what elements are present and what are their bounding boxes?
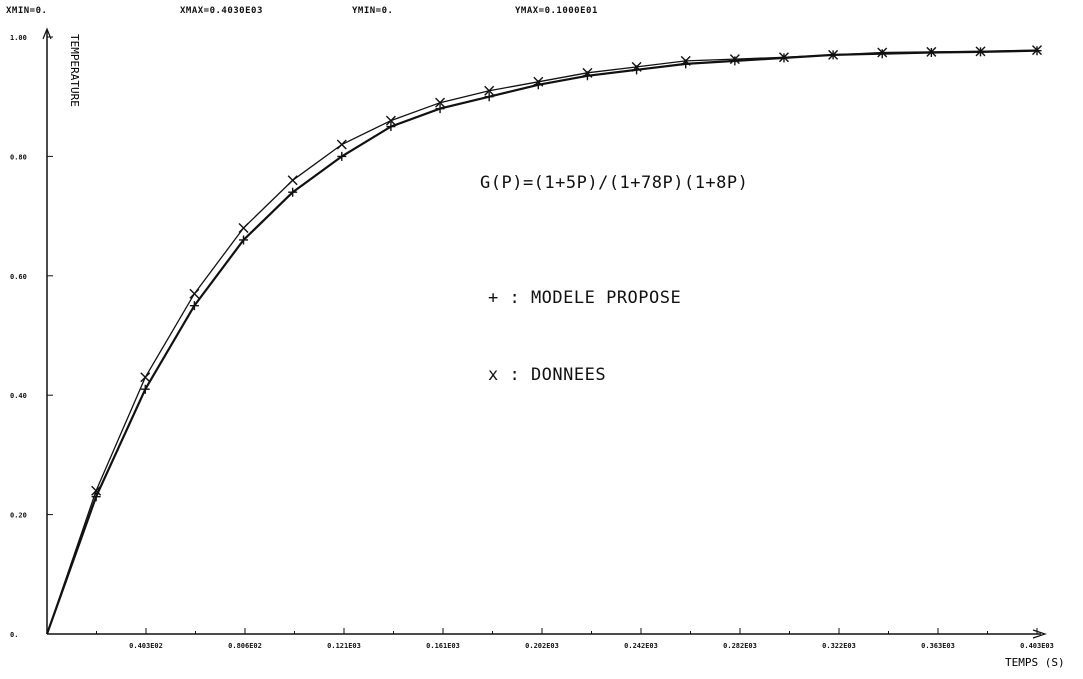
point-x: [189, 288, 200, 299]
point-plus: [730, 56, 740, 66]
point-x: [975, 46, 986, 57]
x-tick-label: 0.242E03: [624, 642, 658, 650]
point-x: [238, 223, 249, 234]
point-x: [91, 485, 102, 496]
point-x: [435, 97, 446, 108]
header-xmax: XMAX=0.4030E03: [180, 6, 263, 16]
point-x: [336, 139, 347, 150]
y-axis-title: TEMPERATURE: [68, 34, 81, 107]
x-tick-label: 0.322E03: [822, 642, 856, 650]
point-plus: [435, 104, 445, 114]
series-line-donnees: [46, 49, 1038, 635]
y-tick-label: 1.00: [10, 34, 27, 42]
header-ymin: YMIN=0.: [352, 6, 394, 16]
point-x: [778, 52, 789, 63]
point-x: [385, 115, 396, 126]
point-plus: [484, 92, 494, 102]
x-tick-label: 0.403E03: [1020, 642, 1054, 650]
point-plus: [140, 384, 150, 394]
point-plus: [91, 492, 101, 502]
x-axis-title: TEMPS (S): [1005, 656, 1065, 669]
x-tick-label: 0.282E03: [723, 642, 757, 650]
x-tick-label: 0.363E03: [921, 642, 955, 650]
transfer-function-label: G(P)=(1+5P)/(1+78P)(1+8P): [480, 173, 749, 193]
ticks: 0.403E02 0.806E02 0.121E03 0.161E03 0.202E03…: [10, 34, 1054, 650]
point-plus: [337, 151, 347, 161]
point-x: [533, 76, 544, 87]
point-x: [1032, 45, 1042, 56]
point-plus: [189, 301, 199, 311]
x-tick-label: 0.403E02: [129, 642, 163, 650]
point-x: [140, 372, 151, 383]
point-x: [729, 54, 740, 65]
x-tick-label: 0.121E03: [327, 642, 361, 650]
y-tick-label: 0.20: [10, 512, 27, 520]
header-xmin: XMIN=0.: [6, 6, 48, 16]
y-tick-label: 0.40: [10, 392, 27, 400]
legend-data: x : DONNEES: [488, 365, 607, 385]
point-x: [484, 85, 495, 96]
legend-model: + : MODELE PROPOSE: [488, 288, 682, 308]
point-plus: [386, 122, 396, 132]
series-group: [45, 45, 1042, 635]
point-plus: [239, 235, 249, 245]
point-x: [287, 175, 298, 186]
point-x: [631, 61, 642, 72]
y-axis-arrow: [42, 27, 52, 40]
point-plus: [877, 49, 887, 59]
point-x: [680, 55, 691, 66]
x-tick-label: 0.202E03: [525, 642, 559, 650]
x-tick-label: 0.161E03: [426, 642, 460, 650]
x-tick-label: 0.806E02: [228, 642, 262, 650]
y-tick-label: 0.60: [10, 273, 27, 281]
point-plus: [288, 187, 298, 197]
point-x: [828, 49, 839, 60]
axes: [42, 27, 1047, 639]
point-x: [877, 47, 888, 58]
point-x: [926, 46, 937, 57]
origin-label: 0.: [10, 631, 18, 639]
y-tick-label: 0.80: [10, 153, 27, 161]
header-ymax: YMAX=0.1000E01: [515, 6, 598, 16]
series-line-modele: [45, 49, 1038, 635]
point-x: [582, 67, 593, 78]
